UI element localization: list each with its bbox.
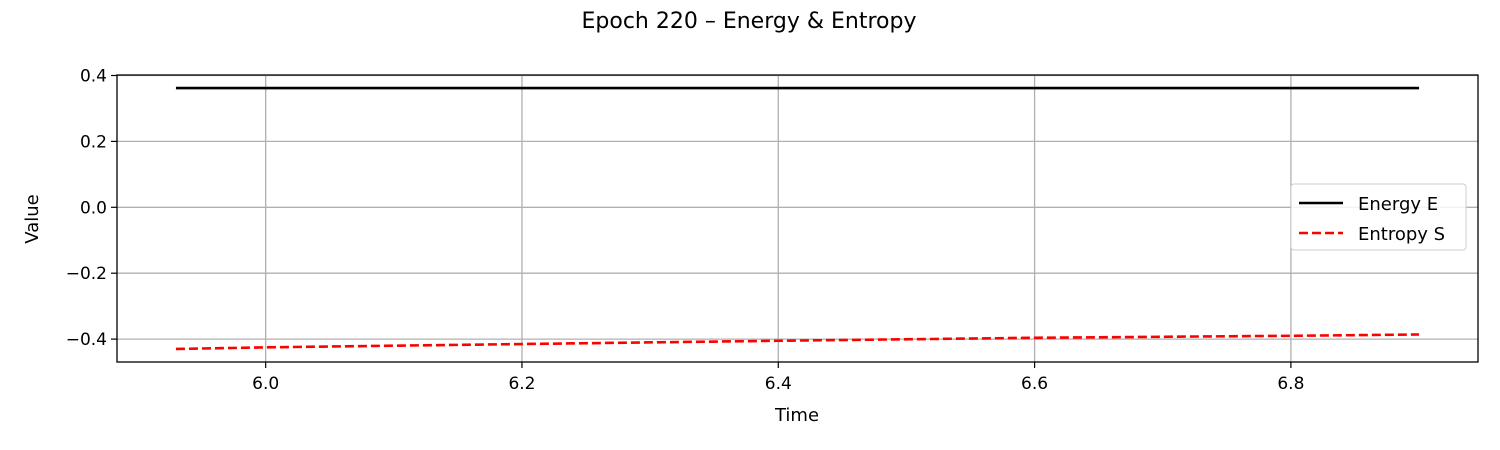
y-tick-label: 0.2 bbox=[80, 132, 107, 152]
legend-box bbox=[1290, 183, 1467, 251]
x-tick-label: 6.2 bbox=[508, 374, 535, 394]
y-tick-label: 0.0 bbox=[80, 198, 107, 218]
legend-label-energy: Energy E bbox=[1358, 194, 1438, 215]
y-axis-ticks: 0.4 0.2 0.0 −0.2 −0.4 bbox=[66, 66, 117, 350]
y-tick-label: −0.2 bbox=[66, 264, 107, 284]
x-axis-label: Time bbox=[774, 405, 819, 426]
x-tick-label: 6.0 bbox=[252, 374, 279, 394]
x-axis-ticks: 6.0 6.2 6.4 6.6 6.8 bbox=[252, 362, 1304, 394]
y-axis-label: Value bbox=[22, 194, 43, 243]
y-tick-label: 0.4 bbox=[80, 66, 107, 86]
series-line-entropy bbox=[175, 333, 1420, 351]
y-tick-label: −0.4 bbox=[66, 330, 107, 350]
legend: Energy E Entropy S bbox=[1290, 183, 1467, 251]
series-layer bbox=[175, 86, 1420, 351]
x-tick-label: 6.6 bbox=[1021, 374, 1048, 394]
legend-label-entropy: Entropy S bbox=[1358, 224, 1445, 245]
x-tick-label: 6.4 bbox=[765, 374, 792, 394]
x-tick-label: 6.8 bbox=[1277, 374, 1304, 394]
plot-frame bbox=[116, 74, 1479, 363]
chart-title: Epoch 220 – Energy & Entropy bbox=[582, 9, 917, 34]
